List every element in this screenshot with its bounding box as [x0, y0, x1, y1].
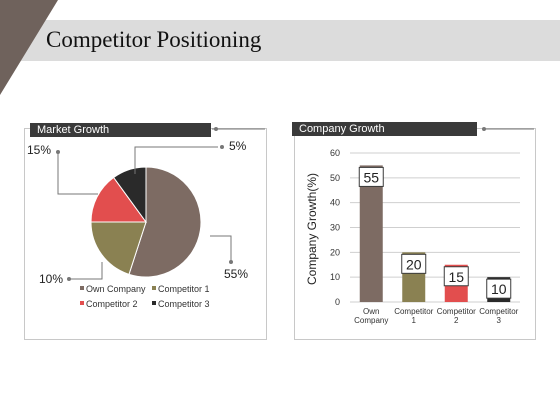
legend-swatch-3 — [152, 301, 156, 305]
x-category-1: Competitor 1 — [394, 307, 433, 325]
pie-slice-own-company — [128, 166, 202, 278]
x-category-2: Competitor 2 — [437, 307, 476, 325]
legend-swatch-1 — [152, 286, 156, 290]
company-growth-header: Company Growth — [292, 122, 477, 136]
pie-label-55: 55% — [224, 267, 248, 281]
legend-swatch-2 — [80, 301, 84, 305]
market-growth-header: Market Growth — [30, 123, 211, 137]
y-tick-0: 0 — [335, 297, 340, 307]
y-tick-30: 30 — [330, 223, 340, 233]
page-title: Competitor Positioning — [46, 27, 262, 52]
title-band — [0, 20, 560, 61]
bar-label-box-0 — [358, 166, 384, 187]
legend-item-own-company: Own Company — [86, 284, 146, 294]
pie-slice-competitor-3 — [112, 166, 147, 224]
legend-item-competitor-1: Competitor 1 — [158, 284, 210, 294]
legend-swatch-0 — [80, 286, 84, 290]
legend-item-competitor-2: Competitor 2 — [86, 299, 138, 309]
y-tick-20: 20 — [330, 247, 340, 257]
bar-value-label-3: 10 — [491, 281, 507, 297]
bar-value-label-2: 15 — [448, 269, 464, 285]
y-tick-10: 10 — [330, 272, 340, 282]
corner-decoration — [0, 0, 58, 95]
x-category-3: Competitor 3 — [479, 307, 518, 325]
pie-label-15: 15% — [27, 143, 51, 157]
bar-value-label-0: 55 — [363, 169, 379, 185]
bar-0 — [359, 165, 383, 302]
pie-label-5: 5% — [229, 139, 247, 153]
x-category-0: Own Company — [354, 307, 388, 325]
bar-label-box-3 — [486, 278, 512, 299]
bar-value-label-1: 20 — [406, 256, 422, 272]
legend-item-competitor-3: Competitor 3 — [158, 299, 210, 309]
y-tick-60: 60 — [330, 148, 340, 158]
bar-ylabel: Company Growth(%) — [305, 173, 319, 285]
pie-slice-competitor-1 — [90, 221, 147, 275]
bar-label-box-2 — [443, 266, 469, 287]
bar-label-box-1 — [401, 253, 427, 274]
y-tick-40: 40 — [330, 198, 340, 208]
pie-label-10: 10% — [39, 272, 63, 286]
y-tick-50: 50 — [330, 173, 340, 183]
pie-slice-competitor-2 — [90, 176, 147, 223]
